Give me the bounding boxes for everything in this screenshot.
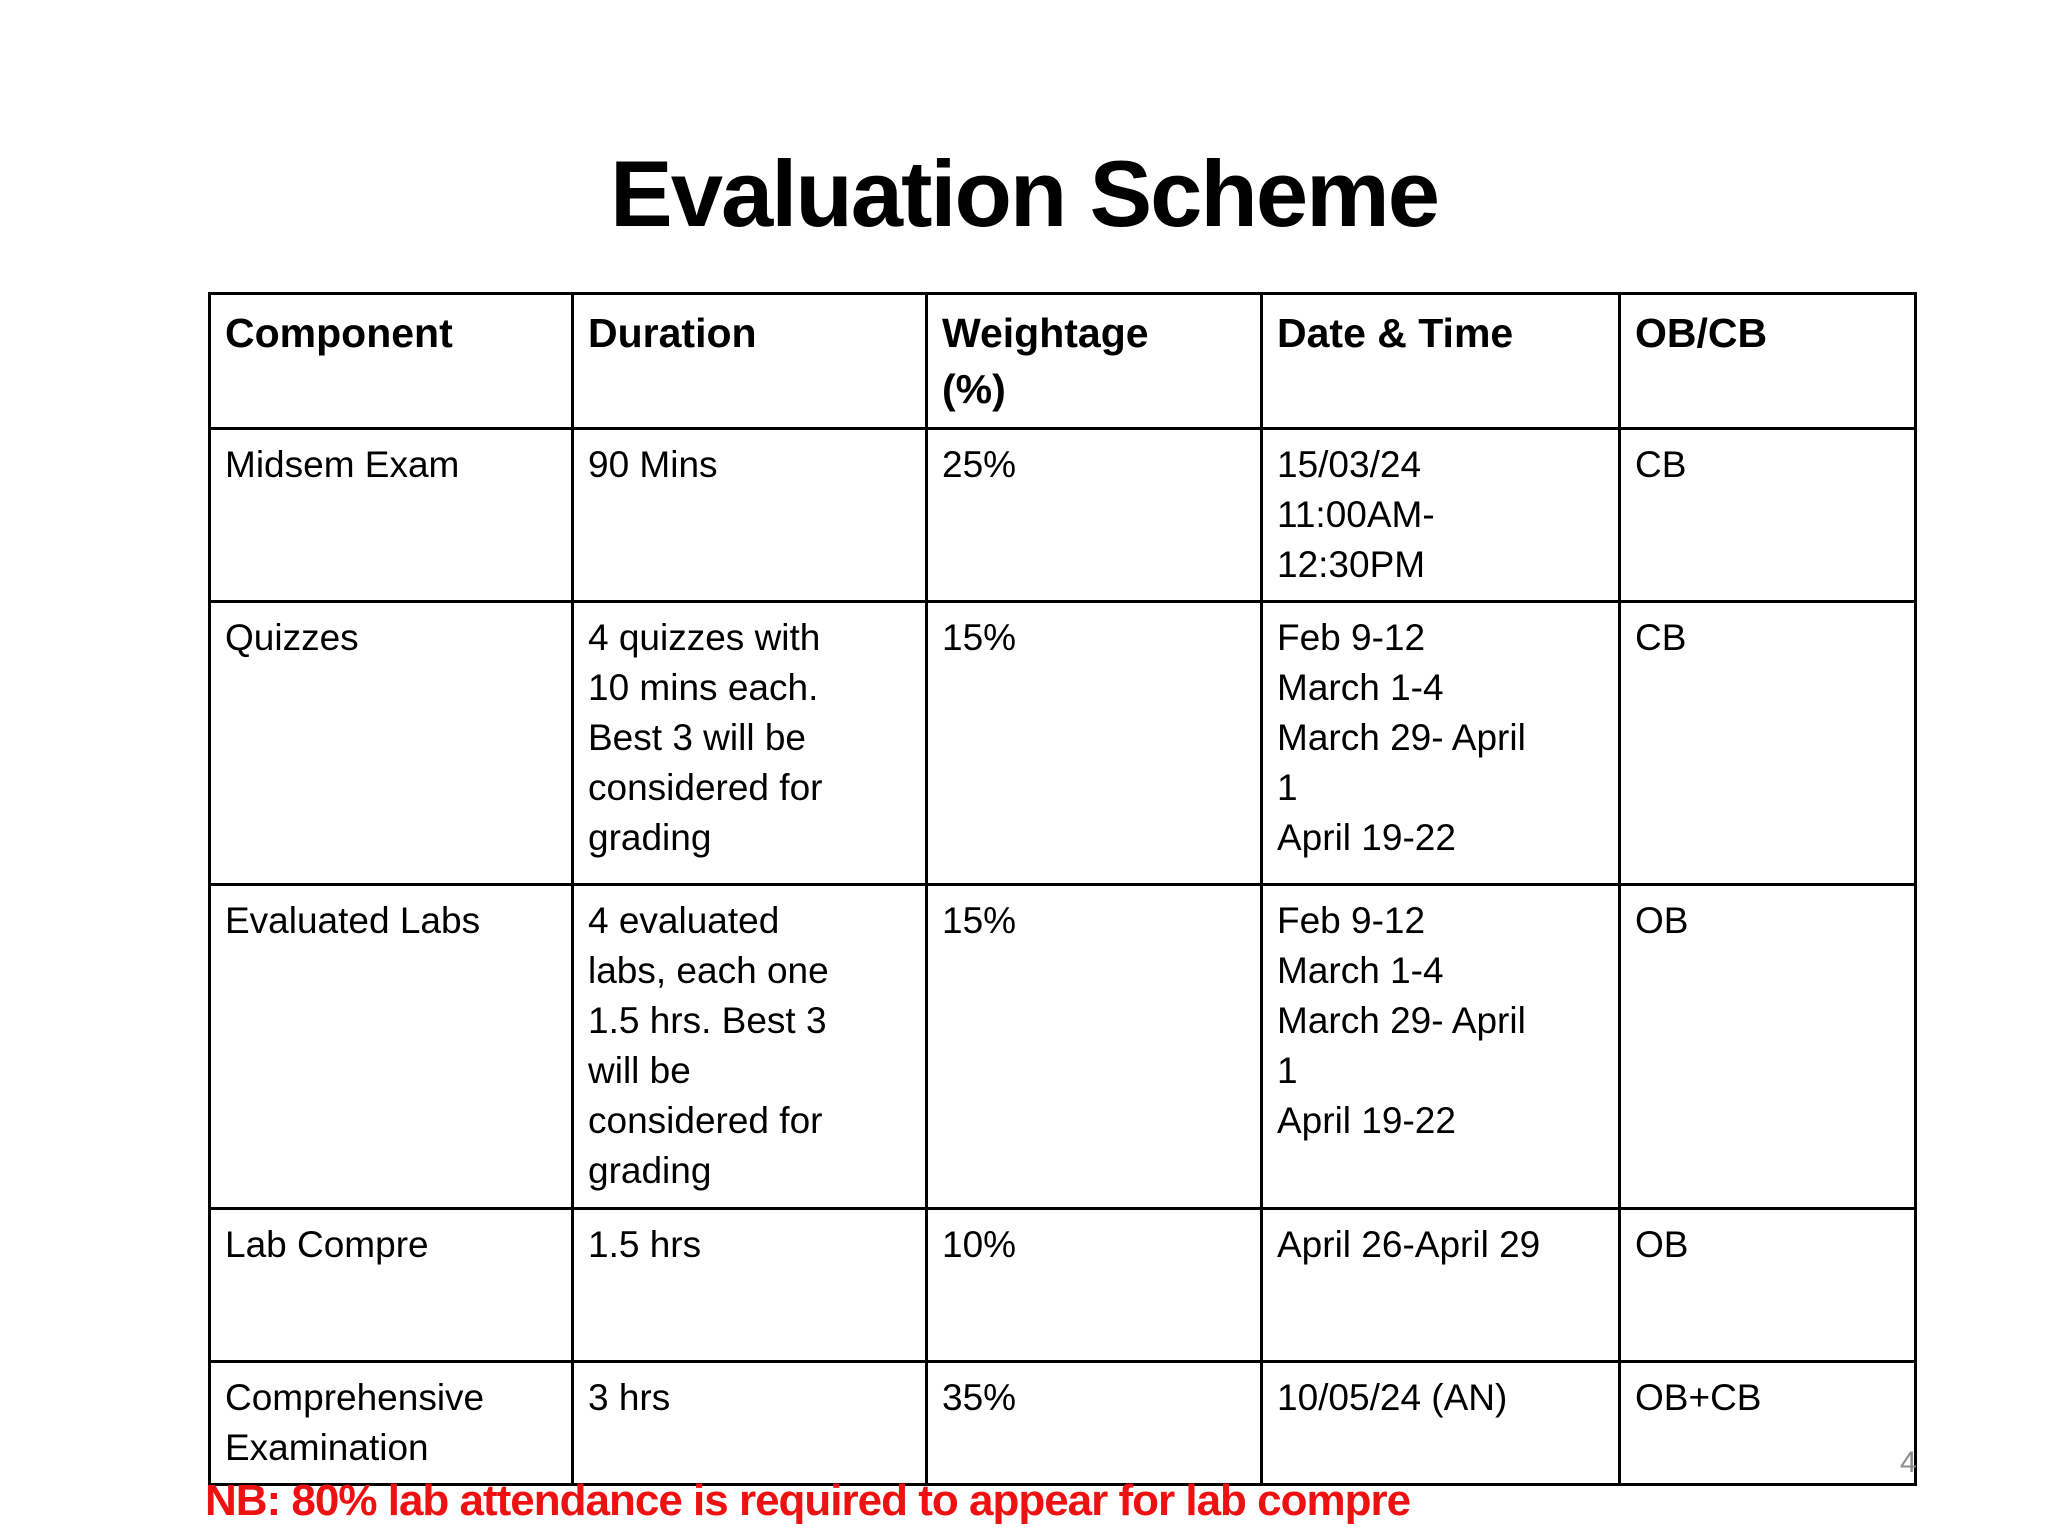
table-row: Evaluated Labs 4 evaluated labs, each on… — [208, 883, 1917, 1210]
column-header-date-time: Date & Time — [1260, 292, 1621, 430]
cell-duration: 90 Mins — [571, 427, 928, 603]
cell-component: Midsem Exam — [208, 427, 574, 603]
table-row: Quizzes 4 quizzes with 10 mins each. Bes… — [208, 600, 1917, 886]
cell-component: Lab Compre — [208, 1207, 574, 1363]
page-number: 4 — [1900, 1446, 1917, 1479]
cell-component: Evaluated Labs — [208, 883, 574, 1210]
cell-weightage: 15% — [925, 883, 1263, 1210]
table-row: Midsem Exam 90 Mins 25% 15/03/24 11:00AM… — [208, 427, 1917, 603]
cell-component: Quizzes — [208, 600, 574, 886]
column-header-duration: Duration — [571, 292, 928, 430]
cell-ob-cb: OB — [1618, 883, 1917, 1210]
table-row: Comprehensive Examination 3 hrs 35% 10/0… — [208, 1360, 1917, 1486]
cell-date-time: April 26-April 29 — [1260, 1207, 1621, 1363]
cell-ob-cb: OB — [1618, 1207, 1917, 1363]
page-title: Evaluation Scheme — [610, 141, 1440, 246]
cell-duration: 4 evaluated labs, each one 1.5 hrs. Best… — [571, 883, 928, 1210]
cell-duration: 3 hrs — [571, 1360, 928, 1486]
evaluation-scheme-table: Component Duration Weightage (%) Date & … — [208, 292, 1917, 1486]
cell-component: Comprehensive Examination — [208, 1360, 574, 1486]
column-header-ob-cb: OB/CB — [1618, 292, 1917, 430]
cell-weightage: 35% — [925, 1360, 1263, 1486]
attendance-note: NB: 80% lab attendance is required to ap… — [205, 1476, 1411, 1525]
column-header-component: Component — [208, 292, 574, 430]
cell-weightage: 10% — [925, 1207, 1263, 1363]
cell-date-time: 15/03/24 11:00AM- 12:30PM — [1260, 427, 1621, 603]
table-header-row: Component Duration Weightage (%) Date & … — [208, 292, 1917, 430]
cell-ob-cb: CB — [1618, 427, 1917, 603]
cell-duration: 4 quizzes with 10 mins each. Best 3 will… — [571, 600, 928, 886]
table-row: Lab Compre 1.5 hrs 10% April 26-April 29… — [208, 1207, 1917, 1363]
cell-weightage: 25% — [925, 427, 1263, 603]
cell-duration: 1.5 hrs — [571, 1207, 928, 1363]
cell-date-time: Feb 9-12 March 1-4 March 29- April 1 Apr… — [1260, 883, 1621, 1210]
column-header-weightage: Weightage (%) — [925, 292, 1263, 430]
cell-weightage: 15% — [925, 600, 1263, 886]
cell-ob-cb: CB — [1618, 600, 1917, 886]
cell-date-time: Feb 9-12 March 1-4 March 29- April 1 Apr… — [1260, 600, 1621, 886]
cell-date-time: 10/05/24 (AN) — [1260, 1360, 1621, 1486]
cell-ob-cb: OB+CB — [1618, 1360, 1917, 1486]
